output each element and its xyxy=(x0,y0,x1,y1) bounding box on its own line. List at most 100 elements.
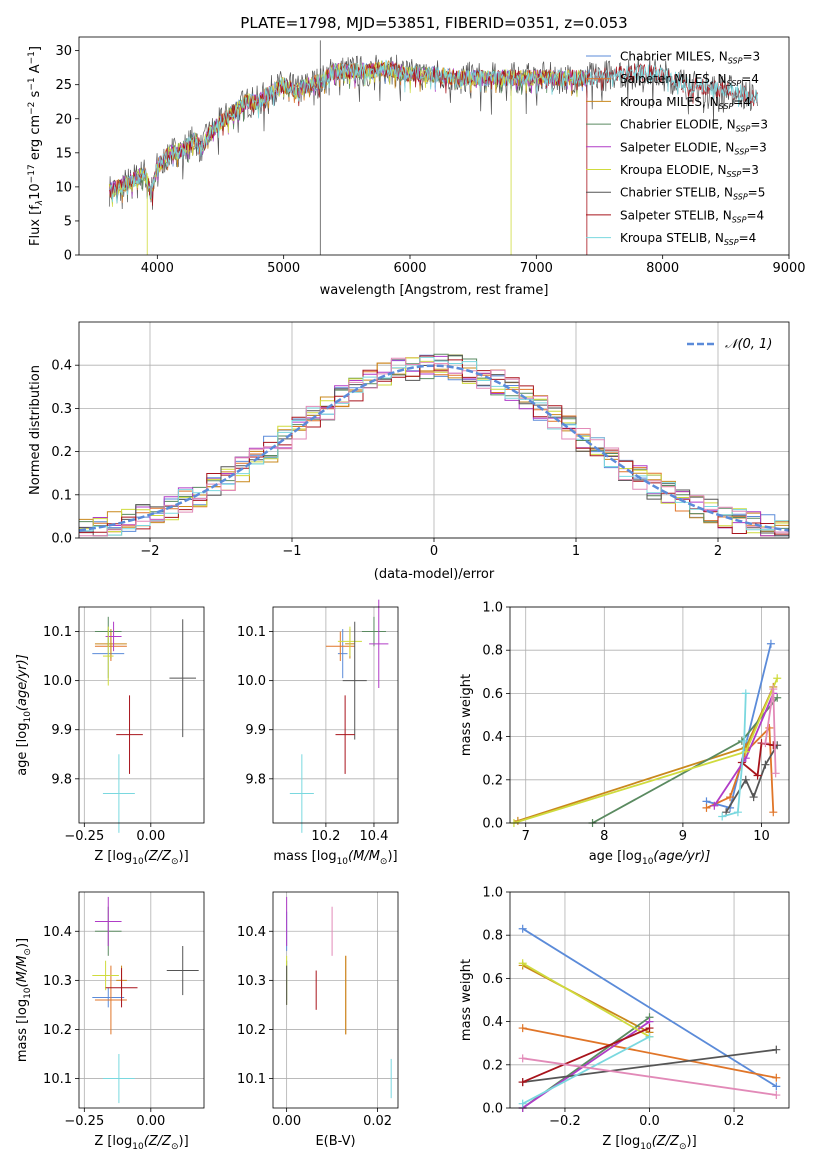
legend-entry-sub: SSP xyxy=(719,102,734,111)
x-axis-label-sun: ⊙ xyxy=(171,857,179,867)
y-tick-label: 0.3 xyxy=(51,402,72,417)
x-axis-label-sub: 10 xyxy=(132,1142,144,1152)
axes-frame xyxy=(78,321,790,539)
x-axis-label-text: age [log xyxy=(589,849,642,864)
weight-marker xyxy=(741,689,750,698)
x-axis-label-end: )] xyxy=(179,1134,189,1149)
x-axis-label-text: (M/M xyxy=(348,849,380,864)
y-tick-label: 15 xyxy=(55,146,72,161)
weight-marker xyxy=(726,793,735,802)
y-axis-label: mass weight xyxy=(459,674,474,756)
weight-line xyxy=(522,962,650,1038)
legend-entry: Chabrier MILES, NSSP=3 xyxy=(620,50,760,66)
y-tick-label: 0.2 xyxy=(482,1058,503,1073)
x-axis-label-sun: ⊙ xyxy=(380,857,388,867)
y-tick-label: 0.8 xyxy=(482,929,503,944)
y-tick-label: 0 xyxy=(64,249,72,264)
y-tick-label: 0.0 xyxy=(51,532,72,547)
weight-line xyxy=(522,1048,777,1083)
mass-vs-ebv-panel: 0.00 0.02 10.1 10.2 10.3 10.4 E(B-V) xyxy=(237,891,399,1149)
weight-marker xyxy=(518,1024,527,1033)
y-tick-label: 10.1 xyxy=(237,625,266,640)
legend-entry-text: Kroupa ELODIE, N xyxy=(620,163,727,177)
y-tick-label: 0.4 xyxy=(482,1015,503,1030)
legend-entry-text: Chabrier ELODIE, N xyxy=(620,118,736,132)
y-tick-label: 10 xyxy=(55,180,72,195)
weight-marker xyxy=(710,801,719,810)
y-tick-label: 0.0 xyxy=(482,1102,503,1117)
weight-marker xyxy=(769,808,778,817)
weight-marker xyxy=(645,1032,654,1041)
weight-marker xyxy=(773,674,782,683)
y-axis-label-text: (M/M xyxy=(15,956,30,988)
residual-histogram-panel: −2 −1 0 1 2 0.0 0.1 0.2 0.3 0.4 𝒩(0, 1) (data-model… xyxy=(28,321,790,582)
x-tick-label: 10.2 xyxy=(311,829,340,844)
axes-frame xyxy=(509,606,790,824)
weight-line xyxy=(522,1027,777,1079)
axes-frame xyxy=(78,606,205,824)
y-tick-label: 10.4 xyxy=(43,925,72,940)
y-tick-label: 30 xyxy=(55,44,72,59)
spectrum-panel: 4000 5000 6000 7000 8000 9000 0 5 10 15 20 25 30 PLAT… xyxy=(27,14,806,298)
y-axis-label: mass [log10(M/M⊙)] xyxy=(15,938,33,1062)
x-axis-label-sun: ⊙ xyxy=(171,1142,179,1152)
age-vs-mass-panel: 10.2 10.4 9.8 9.9 10.0 10.1 mass [log10(M/M⊙)] xyxy=(237,599,399,867)
y-tick-label: 0.1 xyxy=(51,488,72,503)
y-label-part: ] xyxy=(28,46,43,51)
legend-entry-text: Salpeter STELIB, N xyxy=(620,208,732,222)
legend-entry-sub: SSP xyxy=(727,170,742,179)
age-vs-metallicity-panel: −0.25 0.009.89.910.010.1Z [log10(Z/Z⊙)]ag… xyxy=(15,606,205,867)
x-axis-label-text: (age/yr)] xyxy=(653,849,710,864)
legend-entry: Kroupa ELODIE, NSSP=3 xyxy=(620,163,759,179)
weight-line xyxy=(721,693,747,818)
y-axis-label: Normed distribution xyxy=(28,365,43,495)
y-label-part: erg cm xyxy=(28,115,43,164)
y-tick-label: 0.8 xyxy=(482,644,503,659)
y-label-exp: −2 xyxy=(27,102,37,115)
legend-entry: Salpeter ELODIE, NSSP=3 xyxy=(620,140,767,156)
weight-marker xyxy=(773,693,782,702)
y-axis-label: age [log10(age/yr)] xyxy=(15,654,33,776)
legend-entry: Chabrier STELIB, NSSP=5 xyxy=(620,186,765,202)
x-tick-label: 0.2 xyxy=(724,1114,745,1129)
y-tick-label: 0.6 xyxy=(482,972,503,987)
y-tick-label: 10.1 xyxy=(43,625,72,640)
x-tick-label: 0.0 xyxy=(639,1114,660,1129)
x-axis-label-text: Z [log xyxy=(602,1134,640,1149)
y-tick-label: 0.4 xyxy=(51,359,72,374)
x-axis-label: Z [log10(Z/Z⊙)] xyxy=(94,1134,188,1152)
legend-entry-sub: SSP xyxy=(732,215,747,224)
x-tick-label: 8000 xyxy=(646,261,679,276)
x-tick-label: −0.2 xyxy=(549,1114,581,1129)
y-axis-label: Flux [fλ10−17 erg cm−2 s−1 A−1] xyxy=(27,46,45,246)
legend-entry-sub: SSP xyxy=(736,125,751,134)
legend-entry-text: Kroupa MILES, N xyxy=(620,95,719,109)
legend-entry-text: =4 xyxy=(733,95,751,109)
y-tick-label: 0.2 xyxy=(482,773,503,788)
weight-line xyxy=(741,742,774,778)
weight-marker xyxy=(772,1073,781,1082)
weight-marker xyxy=(518,1078,527,1087)
weight-line xyxy=(522,1027,650,1083)
y-label-part: A xyxy=(28,64,43,77)
y-tick-label: 0.4 xyxy=(482,730,503,745)
weight-marker xyxy=(718,812,727,821)
legend-entry-text: =4 xyxy=(741,72,759,86)
y-tick-label: 10.0 xyxy=(43,674,72,689)
x-axis-label-sub: 10 xyxy=(640,1142,652,1152)
legend-entry: Salpeter STELIB, NSSP=4 xyxy=(620,208,764,224)
y-tick-label: 10.0 xyxy=(237,674,266,689)
x-axis-label-text: (Z/Z xyxy=(144,849,172,864)
x-tick-label: 7000 xyxy=(520,261,553,276)
weight-marker xyxy=(765,723,774,732)
x-tick-label: 0.00 xyxy=(136,829,165,844)
y-tick-label: 10.3 xyxy=(43,974,72,989)
histogram-steps xyxy=(79,356,789,536)
axes-frame xyxy=(78,891,205,1109)
weight-marker xyxy=(740,736,749,745)
legend-entry-text: =4 xyxy=(746,208,764,222)
spectrum-line xyxy=(109,59,758,204)
weight-marker xyxy=(733,808,742,817)
